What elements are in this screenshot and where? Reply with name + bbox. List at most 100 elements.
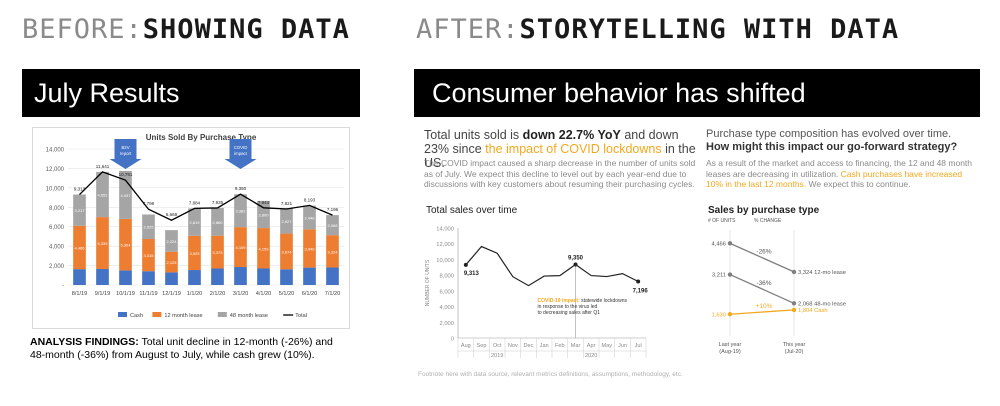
y-tick-label: 8,000 bbox=[49, 206, 65, 212]
y-tick-label: 12,000 bbox=[46, 167, 65, 173]
after-heading-lite: AFTER: bbox=[416, 14, 520, 45]
before-stacked-bar-chart: Units Sold By Purchase Type - 2,000 4,000 6,… bbox=[32, 127, 350, 329]
data-label: 4,466 bbox=[74, 245, 85, 250]
bar-segment bbox=[165, 230, 178, 252]
left-headline-p1: Total units sold is bbox=[424, 128, 523, 142]
legend-swatch bbox=[217, 312, 227, 317]
data-label: 4,159 bbox=[258, 246, 269, 251]
callout-label: B2V bbox=[121, 145, 129, 150]
year-label: 2020 bbox=[585, 353, 597, 359]
x-tick-label: Aug bbox=[461, 343, 471, 349]
analysis-findings: ANALYSIS FINDINGS: Total unit decline in… bbox=[30, 336, 350, 362]
before-banner: July Results bbox=[22, 69, 360, 117]
total-label: 7,798 bbox=[143, 201, 155, 206]
data-label: 2,800 bbox=[258, 212, 269, 217]
x-tick-label: 8/1/19 bbox=[72, 291, 88, 297]
slope-line bbox=[729, 273, 795, 304]
right-body-orange: Cash purchases have increased 10% in the… bbox=[706, 168, 963, 190]
bar-segment bbox=[96, 217, 109, 269]
slope-left-label: 4,466 bbox=[711, 241, 726, 247]
x-tick-label: 1/1/20 bbox=[187, 291, 203, 297]
x-tick-label: 10/1/19 bbox=[116, 291, 135, 297]
x-tick-label: 2/1/20 bbox=[210, 291, 226, 297]
before-banner-title: July Results bbox=[34, 77, 180, 108]
total-label: 9,313 bbox=[74, 187, 86, 192]
slope-x-label: Last year bbox=[719, 342, 742, 348]
x-tick-label: 9/1/19 bbox=[95, 291, 111, 297]
left-body: The COVID impact caused a sharp decrease… bbox=[424, 158, 696, 190]
x-tick-label: Sep bbox=[477, 343, 487, 349]
line-chart-title: Total sales over time bbox=[426, 205, 518, 216]
x-tick-label: May bbox=[602, 343, 613, 349]
slope-change-label: -26% bbox=[756, 249, 771, 256]
x-tick-label: Feb bbox=[555, 343, 565, 349]
right-headline-p1: Purchase type composition has evolved ov… bbox=[706, 128, 952, 140]
findings-label: ANALYSIS FINDINGS: bbox=[30, 336, 139, 348]
x-tick-label: 5/1/20 bbox=[279, 291, 295, 297]
bar-segment bbox=[326, 215, 339, 236]
bar-segment bbox=[73, 194, 86, 226]
callout-label: COVID bbox=[234, 145, 248, 150]
data-label: 2,627 bbox=[281, 219, 292, 224]
right-body: As a result of the market and access to … bbox=[706, 158, 976, 190]
callout-arrow-icon bbox=[109, 139, 142, 169]
point-label: 9,350 bbox=[568, 256, 584, 262]
left-headline-p3: in the US. bbox=[424, 142, 696, 170]
left-headline-p2: and down 23% since bbox=[424, 128, 679, 156]
highlight-point bbox=[573, 262, 578, 267]
slope-point bbox=[791, 307, 797, 313]
bar-segment bbox=[234, 267, 247, 285]
y-tick-label: 8,000 bbox=[439, 274, 454, 280]
chart-title: Units Sold By Purchase Type bbox=[146, 133, 257, 142]
left-headline-orange: the impact of COVID lockdowns bbox=[485, 142, 662, 156]
data-label: 2,525 bbox=[143, 225, 154, 230]
data-label: 2,224 bbox=[166, 239, 177, 244]
y-tick-label: 2,000 bbox=[439, 321, 454, 327]
bar-segment bbox=[96, 171, 109, 218]
data-label: 3,217 bbox=[74, 208, 85, 213]
y-tick-label: 12,000 bbox=[436, 242, 454, 248]
slope-point bbox=[727, 272, 733, 277]
findings-text: Total unit decline in 12-month (-26%) an… bbox=[30, 336, 333, 361]
y-tick-label: 14,000 bbox=[436, 227, 454, 233]
after-banner-title: Consumer behavior has shifted bbox=[432, 77, 806, 108]
x-tick-label: Nov bbox=[508, 343, 518, 349]
bar-segment bbox=[119, 270, 132, 285]
bar-segment bbox=[211, 207, 224, 236]
total-line bbox=[79, 171, 333, 221]
data-label: 4,109 bbox=[235, 245, 246, 250]
before-heading-lite: BEFORE: bbox=[22, 14, 143, 45]
bar-segment bbox=[188, 208, 201, 236]
callout-label: impact bbox=[234, 151, 247, 156]
slope-right-label: 2,068 48-mo lease bbox=[798, 301, 846, 307]
total-label: 7,196 bbox=[327, 207, 339, 212]
before-heading-dark: SHOWING DATA bbox=[142, 14, 350, 45]
bar-segment bbox=[73, 269, 86, 285]
slope-left-label: 1,630 bbox=[711, 312, 726, 318]
y-tick-label: 14,000 bbox=[46, 148, 65, 154]
slope-right-label: 1,804 Cash bbox=[798, 308, 828, 314]
col-head-change: % CHANGE bbox=[754, 218, 782, 224]
legend-swatch bbox=[118, 312, 127, 317]
callout-label: report bbox=[120, 151, 132, 156]
slope-x-label: This year bbox=[783, 342, 806, 348]
year-label: 2019 bbox=[491, 353, 503, 359]
after-banner: Consumer behavior has shifted bbox=[414, 69, 980, 117]
bar-segment bbox=[234, 227, 247, 268]
right-headline-bold: How might this impact our go-forward str… bbox=[706, 141, 958, 153]
x-tick-label: Dec bbox=[524, 343, 534, 349]
x-tick-label: Apr bbox=[587, 343, 596, 349]
right-body-p2: We expect this to continue. bbox=[806, 179, 911, 189]
data-label: 2,819 bbox=[189, 220, 200, 225]
data-label: 4,937 bbox=[120, 193, 131, 198]
data-label: 2,125 bbox=[166, 260, 177, 265]
slope-right-label: 3,324 12-mo lease bbox=[798, 270, 846, 276]
slope-left-label: 3,211 bbox=[712, 273, 726, 279]
point-label: 9,313 bbox=[464, 271, 480, 277]
slope-chart-title: Sales by purchase type bbox=[708, 205, 820, 216]
covid-annotation: COVID-19 impact: statewide lockdowns in r… bbox=[538, 298, 628, 316]
legend-swatch bbox=[152, 312, 162, 317]
bar-segment bbox=[303, 267, 316, 285]
slope-x-label: (Aug-19) bbox=[719, 349, 741, 355]
slope-line bbox=[729, 242, 795, 273]
